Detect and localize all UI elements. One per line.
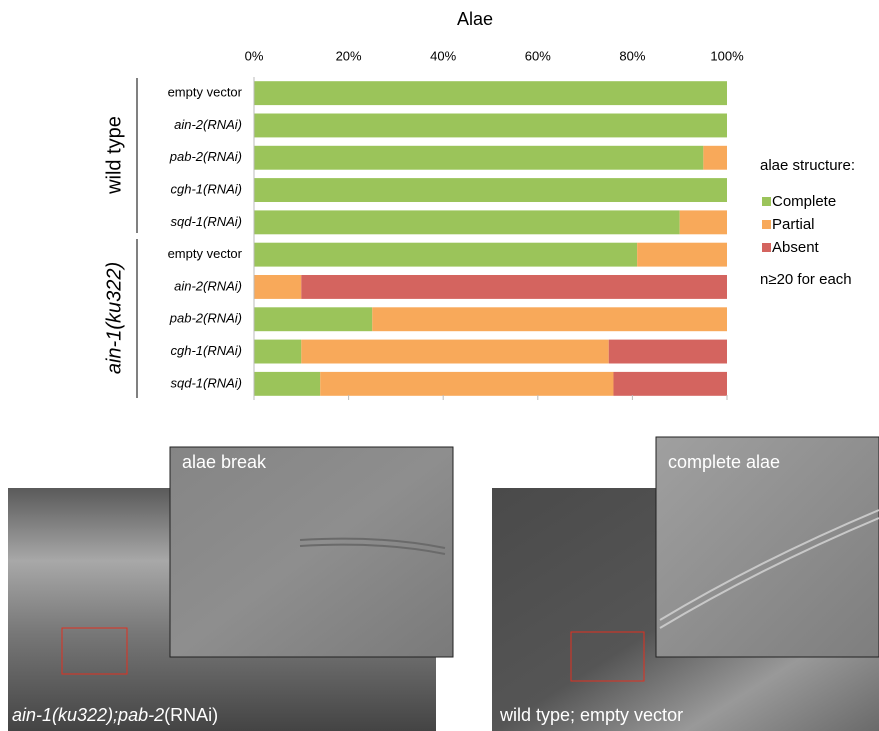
x-tick-label: 40% [430, 48, 456, 63]
bar-segment [613, 372, 727, 396]
x-tick-label: 80% [619, 48, 645, 63]
inset-image [170, 447, 453, 657]
bar-segment [254, 178, 727, 202]
y-tick-label: ain-2(RNAi) [174, 278, 242, 293]
bar-segment [703, 146, 727, 170]
y-tick-label: cgh-1(RNAi) [170, 181, 242, 196]
legend-swatch [762, 220, 771, 229]
inset-label: complete alae [668, 452, 780, 472]
inset-label: alae break [182, 452, 267, 472]
legend-label: Absent [772, 239, 820, 256]
bar-segment [301, 275, 727, 299]
x-tick-label: 100% [710, 48, 744, 63]
micrograph-left: alae break ain-1(ku322);pab-2(RNAi) [8, 447, 453, 731]
y-tick-label: empty vector [168, 85, 243, 100]
note: n≥20 for each [760, 271, 852, 288]
bar-segment [254, 243, 637, 267]
bar-segment [301, 340, 608, 364]
y-tick-label: sqd-1(RNAi) [170, 214, 242, 229]
y-tick-label: ain-2(RNAi) [174, 117, 242, 132]
bar-segment [254, 275, 301, 299]
bar-segment [372, 307, 727, 331]
x-tick-label: 60% [525, 48, 551, 63]
figure: Alae wild type ain-1(ku322) alae structu… [0, 0, 879, 731]
bar-segment [680, 210, 727, 234]
bar-segment [254, 113, 727, 137]
y-tick-label: sqd-1(RNAi) [170, 375, 242, 390]
bar-segment [637, 243, 727, 267]
x-tick-label: 20% [336, 48, 362, 63]
group-label: wild type [103, 116, 125, 195]
bar-segment [254, 340, 301, 364]
bar-segment [254, 210, 680, 234]
legend-title: alae structure: [760, 157, 855, 174]
legend-label: Partial [772, 216, 815, 233]
y-tick-label: cgh-1(RNAi) [170, 343, 242, 358]
caption-part: (RNAi) [164, 705, 218, 725]
caption-part: ain-1(ku322);pab-2 [12, 705, 164, 725]
bar-segment [254, 81, 727, 105]
micrograph-right: complete alae wild type; empty vector [492, 437, 879, 731]
bar-segment [254, 372, 320, 396]
legend-swatch [762, 243, 771, 252]
bar-segment [320, 372, 613, 396]
legend-label: Complete [772, 193, 836, 210]
y-tick-label: pab-2(RNAi) [169, 149, 242, 164]
bar-segment [609, 340, 727, 364]
group-label: ain-1(ku322) [103, 262, 125, 374]
bar-segment [254, 146, 703, 170]
caption: ain-1(ku322);pab-2(RNAi) [12, 705, 218, 725]
caption: wild type; empty vector [499, 705, 683, 725]
bar-segment [254, 307, 372, 331]
legend-swatch [762, 197, 771, 206]
y-tick-label: pab-2(RNAi) [169, 311, 242, 326]
x-tick-label: 0% [245, 48, 264, 63]
chart-title: Alae [457, 9, 493, 29]
y-tick-label: empty vector [168, 246, 243, 261]
